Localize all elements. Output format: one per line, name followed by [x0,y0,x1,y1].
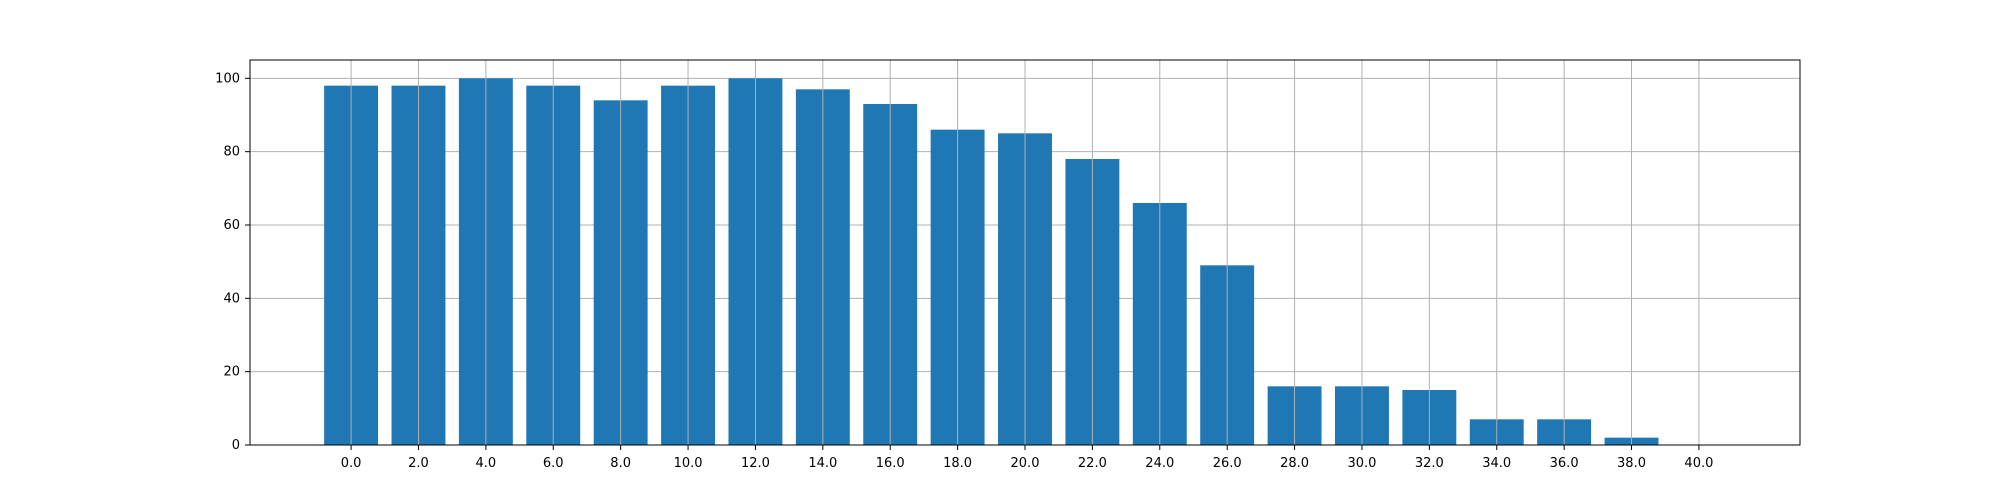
x-tick-label: 30.0 [1347,456,1376,471]
y-tick-label: 40 [223,291,240,306]
x-tick-label: 14.0 [808,456,837,471]
x-tick-label: 2.0 [408,456,429,471]
x-tick-label: 20.0 [1011,456,1040,471]
x-tick-label: 36.0 [1550,456,1579,471]
x-tick-label: 4.0 [476,456,497,471]
x-tick-label: 16.0 [876,456,905,471]
x-tick-label: 0.0 [341,456,362,471]
grid-overlay-layer [350,60,1700,445]
x-tick-label: 24.0 [1145,456,1174,471]
x-tick-label: 10.0 [674,456,703,471]
ticks-layer: 0 20 40 60 80 100 0.0 2.0 4.0 6.0 8.0 10.0 12.0 14.0 1… [215,71,1713,471]
y-tick-label: 20 [223,365,240,380]
x-tick-label: 28.0 [1280,456,1309,471]
bars-layer [324,78,1659,446]
x-tick-label: 8.0 [610,456,631,471]
x-tick-label: 40.0 [1684,456,1713,471]
y-tick-label: 80 [223,145,240,160]
x-tick-label: 38.0 [1617,456,1646,471]
y-tick-label: 0 [232,438,240,453]
x-tick-label: 6.0 [543,456,564,471]
x-tick-label: 18.0 [943,456,972,471]
x-tick-label: 26.0 [1213,456,1242,471]
x-tick-label: 34.0 [1482,456,1511,471]
x-tick-label: 12.0 [741,456,770,471]
x-tick-label: 22.0 [1078,456,1107,471]
y-tick-label: 60 [223,218,240,233]
y-tick-label: 100 [215,71,240,86]
x-tick-label: 32.0 [1415,456,1444,471]
